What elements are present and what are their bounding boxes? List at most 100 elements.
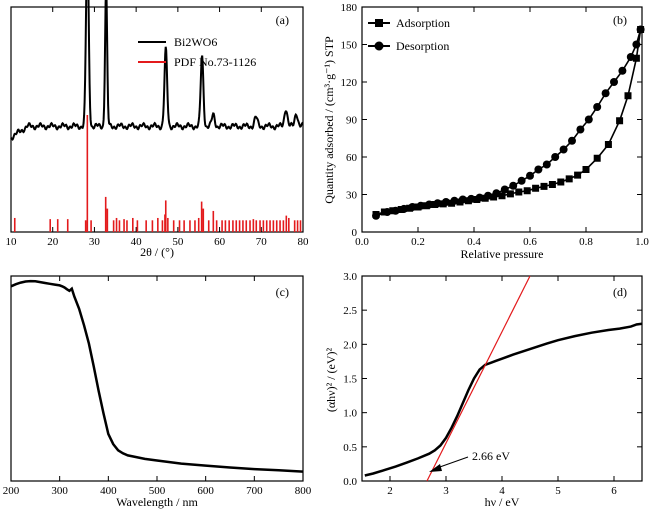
plot-a-legend-label-1: Bi2WO6 xyxy=(174,35,217,49)
plot-a-ticks: 10 20 30 40 50 60 70 80 xyxy=(6,7,310,248)
plot-b: 0.0 0.2 0.4 0.6 0.8 1.0 0 30 60 90 120 150 180 (b) A… xyxy=(322,2,649,261)
plot-a-xtick-label: 60 xyxy=(214,236,226,248)
desorption-point xyxy=(576,125,585,134)
plot-d: 2 3 4 5 6 0.0 0.5 1.0 1.5 2.0 2.5 3.0 (d) 2.66 eV h… xyxy=(324,271,643,509)
desorption-point xyxy=(450,196,459,205)
desorption-point xyxy=(458,195,467,204)
plot-b-panel-label: (b) xyxy=(613,13,627,27)
desorption-point xyxy=(408,203,417,211)
plot-d-ytick-label: 3.0 xyxy=(343,271,357,283)
plot-b-ticks: 0.0 0.2 0.4 0.6 0.8 1.0 0 30 60 90 120 150 180 xyxy=(341,2,650,248)
desorption-point xyxy=(618,66,627,75)
plot-d-annotation: 2.66 eV xyxy=(429,449,510,472)
plot-d-ytick-label: 2.0 xyxy=(343,339,357,351)
plot-d-xlabel: hν / eV xyxy=(485,495,520,509)
plot-c-xtick-label: 600 xyxy=(197,485,214,497)
plot-a-xtick-label: 20 xyxy=(47,236,59,248)
plot-a-xtick-label: 30 xyxy=(89,236,101,248)
desorption-point xyxy=(626,53,635,61)
adsorption-point xyxy=(582,166,590,173)
plot-d-ytick-label: 1.0 xyxy=(343,408,357,420)
plot-a-panel-label: (a) xyxy=(276,13,289,27)
plot-c-series-line xyxy=(10,279,304,473)
plot-c-xtick-label: 500 xyxy=(149,485,166,497)
desorption-point xyxy=(534,165,543,174)
plot-d-linear-fit xyxy=(426,275,531,482)
plot-a-series-line xyxy=(10,0,304,141)
plot-b-ylabel: Quantity adsorbed / (cm³·g⁻¹) STP xyxy=(322,36,336,204)
desorption-point xyxy=(559,145,568,154)
adsorption-point xyxy=(557,178,565,186)
adsorption-point xyxy=(616,117,624,125)
plot-b-ytick-label: 60 xyxy=(346,152,358,164)
adsorption-point xyxy=(593,154,601,162)
plot-b-xtick-label: 0.2 xyxy=(411,236,425,248)
plot-d-ticks: 2 3 4 5 6 0.0 0.5 1.0 1.5 2.0 2.5 3.0 xyxy=(343,271,642,497)
desorption-point xyxy=(400,204,408,213)
desorption-point xyxy=(372,211,380,220)
plot-d-xtick-label: 6 xyxy=(611,485,617,497)
desorption-point xyxy=(442,198,450,206)
plot-b-xlabel: Relative pressure xyxy=(461,247,544,261)
annotation-label: 2.66 eV xyxy=(472,449,510,463)
desorption-point xyxy=(433,199,442,208)
plot-b-xtick-label: 0.6 xyxy=(523,236,537,248)
plot-b-ytick-label: 0 xyxy=(352,227,358,239)
plot-a-xtick-label: 50 xyxy=(172,236,184,248)
plot-d-ytick-label: 0.5 xyxy=(343,442,357,454)
plot-c-xtick-label: 700 xyxy=(246,485,263,497)
plot-b-xtick-label: 0.8 xyxy=(579,236,593,248)
adsorption-point xyxy=(490,193,498,201)
desorption-point xyxy=(509,181,518,190)
plot-c-frame xyxy=(10,275,304,482)
plot-d-ytick-label: 0.0 xyxy=(343,476,357,488)
plot-a-xtick-label: 80 xyxy=(298,236,310,248)
adsorption-point xyxy=(604,141,612,148)
adsorption-point xyxy=(523,187,531,195)
plot-a-xlabel: 2θ / (°) xyxy=(140,245,174,259)
plot-d-xtick-label: 5 xyxy=(555,485,561,497)
plot-c-xtick-label: 400 xyxy=(100,485,117,497)
plot-d-ytick-label: 1.5 xyxy=(343,374,357,386)
desorption-point xyxy=(500,185,509,194)
desorption-point xyxy=(610,78,618,86)
adsorption-point xyxy=(532,184,540,192)
plot-d-series-line xyxy=(364,322,643,477)
desorption-point xyxy=(526,171,534,180)
plot-b-ytick-label: 30 xyxy=(346,190,358,202)
plot-c-xtick-label: 200 xyxy=(3,485,20,497)
plot-d-ytick-label: 2.5 xyxy=(343,305,357,317)
desorption-point xyxy=(484,191,492,200)
adsorption-point xyxy=(624,92,632,100)
adsorption-point xyxy=(540,182,548,190)
plot-c: 200 300 400 500 600 700 800 (c) Wavelength / n… xyxy=(3,275,312,509)
annotation-arrow-line xyxy=(436,456,469,469)
plot-a-xtick-label: 40 xyxy=(131,236,143,248)
desorption-point xyxy=(383,208,392,216)
desorption-point xyxy=(425,200,434,209)
plot-a-xtick-label: 70 xyxy=(256,236,268,248)
adsorption-point xyxy=(515,188,523,196)
adsorption-point xyxy=(548,181,556,188)
desorption-point xyxy=(517,176,526,185)
plot-b-legend-label-2: Desorption xyxy=(396,39,449,53)
plot-d-xtick-label: 2 xyxy=(387,485,393,497)
plot-b-legend-label-1: Adsorption xyxy=(396,16,450,30)
desorption-point xyxy=(632,40,641,49)
desorption-point xyxy=(593,103,602,111)
plot-a-reference-sticks xyxy=(13,115,302,232)
plot-a-xtick-label: 10 xyxy=(6,236,18,248)
plot-b-ytick-label: 180 xyxy=(341,2,358,14)
adsorption-point xyxy=(574,171,582,179)
plot-d-xtick-label: 4 xyxy=(499,485,505,497)
adsorption-point xyxy=(565,175,573,183)
plot-c-xtick-label: 800 xyxy=(295,485,312,497)
plot-b-legend: Adsorption Desorption xyxy=(368,16,450,53)
desorption-point xyxy=(542,160,551,169)
plot-b-ytick-label: 120 xyxy=(341,77,358,89)
plot-b-ytick-label: 150 xyxy=(341,40,358,52)
desorption-point xyxy=(416,201,425,210)
plot-b-legend-marker-2 xyxy=(374,41,384,51)
desorption-point xyxy=(467,194,476,203)
